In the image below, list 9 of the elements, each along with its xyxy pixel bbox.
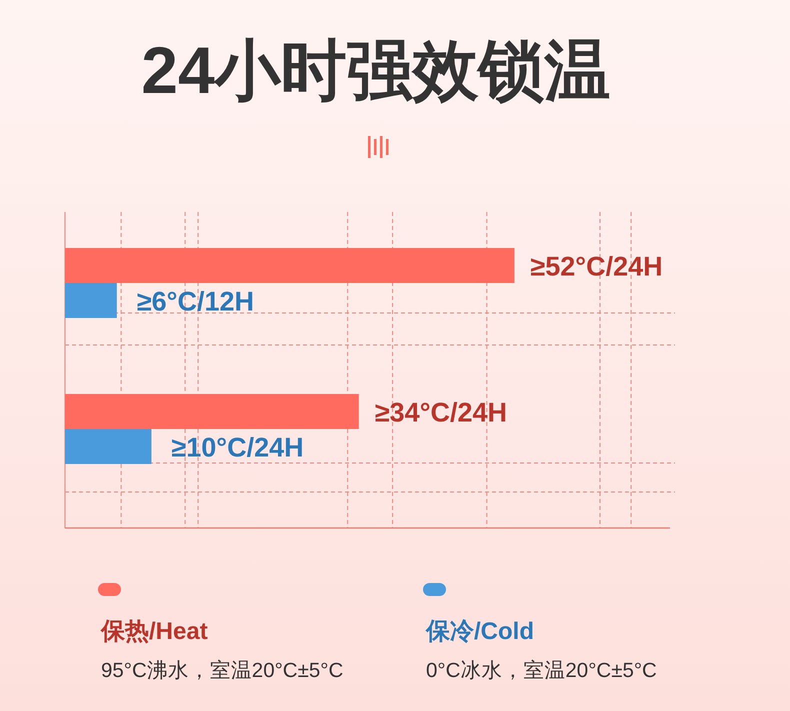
annotation: 95°C沸水，室温20°C±5°C [101,659,344,682]
legend-label: 保热/Heat [101,618,208,645]
value-label: ≥52°C/24H [530,252,663,282]
value-label: ≥6°C/12H [136,286,254,316]
annotation: 0°C冰水，室温20°C±5°C [426,659,657,682]
title: 24小时强效锁温 [141,33,611,107]
legend-label: 保冷/Cold [426,618,534,645]
value-label: ≥34°C/24H [374,398,508,428]
value-label: ≥10°C/24H [171,432,304,462]
